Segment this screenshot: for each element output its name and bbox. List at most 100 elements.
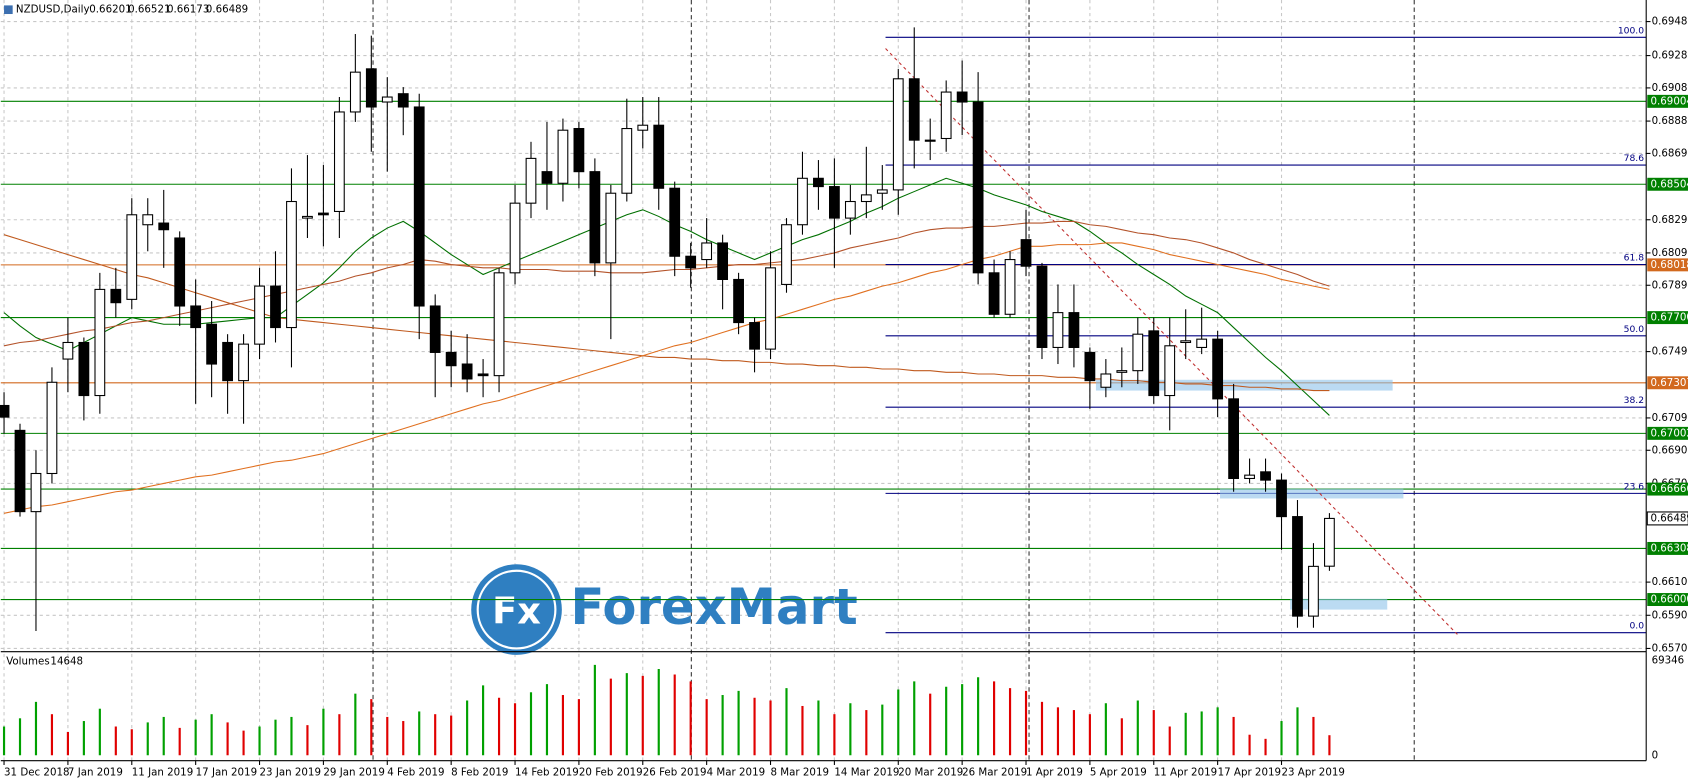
volume-label: Volumes [6,655,49,667]
candle-body [717,242,729,280]
candle-body [493,272,505,377]
candle-body [1020,239,1032,267]
x-tick-label: 11 Apr 2019 [1154,767,1217,779]
candle-body [78,341,90,397]
candle-body [270,285,281,329]
level-label-box [1647,258,1688,272]
candle-body [1260,471,1271,481]
y-tick-label: 0.69085 [1652,82,1688,94]
candle-body [637,124,649,131]
month-separators [372,0,1415,761]
candle-body [0,404,10,418]
x-tick-label: 7 Jan 2019 [68,767,123,779]
y-tick-label: 0.65705 [1652,642,1688,654]
level-label: 0.66308 [1651,542,1688,554]
candle-body [62,341,74,360]
candle-body [1308,565,1319,617]
level-label: 0.67002 [1651,427,1688,439]
candle-body [174,237,186,307]
y-tick-label: 0.67495 [1652,346,1688,358]
candle-body [892,78,904,191]
candle-body [333,111,345,213]
candle-body [940,91,952,140]
level-label: 0.68504 [1651,178,1688,190]
ohlc-low: 0.66173 [167,4,209,16]
chart-title: NZDUSD,Daily [16,4,90,16]
candle-body [1164,345,1176,397]
candle-body [14,429,26,513]
candle-body [589,171,601,264]
level-label-box [1647,593,1688,606]
watermark: Fx ForexMart [471,564,858,655]
highlight-zone [1095,379,1393,391]
candle-body [142,214,154,226]
level-label-box [1647,426,1688,440]
logo-circle [471,564,562,655]
candle-body [206,323,218,365]
x-tick-label: 23 Jan 2019 [260,767,321,779]
candle-body [1148,330,1160,397]
fib-label: 61.8 [1624,253,1645,264]
candle-body [1068,312,1080,348]
candle-body [1244,474,1255,480]
level-label-box [1647,311,1688,325]
candle-body [701,242,713,261]
x-tick-label: 14 Mar 2019 [834,767,899,779]
candle-body [349,71,361,113]
x-tick-label: 31 Dec 2018 [4,767,69,779]
candle-body [222,341,233,382]
fib-label: 23.6 [1624,481,1645,492]
candle-body [429,305,441,353]
level-label: 0.67307 [1651,377,1688,389]
grid [0,0,1647,761]
candle-body [1276,479,1287,518]
level-label: 0.69004 [1651,95,1688,107]
candles [0,27,1335,632]
candle-body [286,200,297,329]
candle-body [1212,338,1224,400]
logo-ring [476,569,557,650]
x-tick-label: 23 Apr 2019 [1282,767,1345,779]
y-tick-label: 0.66105 [1652,576,1688,588]
logo-icon: Fx [492,589,541,632]
candle-body [158,222,170,231]
fib-label: 0.0 [1629,621,1644,632]
fib-label: 50.0 [1624,324,1645,335]
candle-body [30,472,42,513]
candle-body [110,288,122,304]
x-tick-label: 5 Apr 2019 [1090,767,1147,779]
candle-body [413,106,425,307]
candle-body [445,351,457,367]
level-label: 0.68018 [1651,259,1688,271]
y-tick-label: 0.67895 [1652,279,1688,291]
candle-body [238,343,249,382]
candle-body [733,278,744,324]
x-tick-label: 8 Feb 2019 [451,767,508,779]
candle-body [621,128,633,194]
candle-body [1180,340,1192,344]
x-tick-label: 29 Jan 2019 [323,767,384,779]
candle-body [1116,370,1128,373]
candle-body [844,200,856,219]
level-label-box [1647,94,1688,108]
x-tick-label: 14 Feb 2019 [515,767,579,779]
level-label-box [1647,482,1688,496]
level-label-box [1647,376,1688,390]
highlight-zone [1220,488,1404,499]
level-label-box [1647,541,1688,555]
candle-body [254,285,265,345]
candle-body [781,224,792,285]
candle-body [765,267,776,350]
volume-value: 14648 [50,655,83,667]
candle-body [908,78,920,141]
x-tick-label: 17 Apr 2019 [1218,767,1281,779]
candle-body [1004,259,1016,315]
level-label: 0.66666 [1651,483,1688,495]
